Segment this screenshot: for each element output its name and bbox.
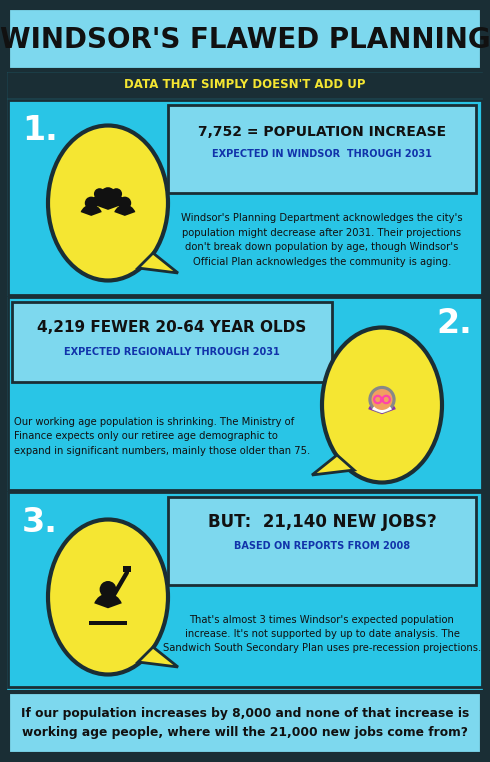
Text: WINDSOR'S FLAWED PLANNING: WINDSOR'S FLAWED PLANNING (0, 26, 490, 54)
FancyBboxPatch shape (3, 3, 487, 759)
Text: Windsor's Planning Department acknowledges the city's
population might decrease : Windsor's Planning Department acknowledg… (181, 213, 463, 267)
FancyBboxPatch shape (8, 492, 482, 687)
FancyBboxPatch shape (168, 497, 476, 585)
FancyBboxPatch shape (8, 8, 482, 70)
FancyBboxPatch shape (8, 297, 482, 490)
Wedge shape (96, 197, 121, 210)
Wedge shape (368, 399, 396, 415)
Text: 3.: 3. (22, 506, 58, 539)
FancyBboxPatch shape (8, 692, 482, 754)
Wedge shape (81, 205, 102, 216)
Wedge shape (90, 195, 109, 205)
Circle shape (85, 197, 98, 210)
Ellipse shape (48, 520, 168, 674)
Circle shape (368, 386, 395, 413)
Text: DATA THAT SIMPLY DOESN'T ADD UP: DATA THAT SIMPLY DOESN'T ADD UP (124, 78, 366, 91)
Polygon shape (138, 647, 178, 667)
Circle shape (100, 187, 116, 203)
FancyBboxPatch shape (8, 73, 482, 97)
Polygon shape (138, 253, 178, 273)
Text: EXPECTED REGIONALLY THROUGH 2031: EXPECTED REGIONALLY THROUGH 2031 (64, 347, 280, 357)
FancyBboxPatch shape (168, 105, 476, 193)
Text: BASED ON REPORTS FROM 2008: BASED ON REPORTS FROM 2008 (234, 541, 410, 551)
Text: 1.: 1. (22, 114, 58, 147)
Text: 4,219 FEWER 20-64 YEAR OLDS: 4,219 FEWER 20-64 YEAR OLDS (37, 319, 307, 335)
Ellipse shape (48, 126, 168, 280)
Wedge shape (107, 195, 126, 205)
Text: 7,752 = POPULATION INCREASE: 7,752 = POPULATION INCREASE (198, 125, 446, 139)
Text: EXPECTED IN WINDSOR  THROUGH 2031: EXPECTED IN WINDSOR THROUGH 2031 (212, 149, 432, 159)
FancyBboxPatch shape (8, 100, 482, 295)
Wedge shape (114, 205, 135, 216)
Text: 2.: 2. (436, 307, 472, 340)
FancyBboxPatch shape (89, 621, 127, 625)
Text: Our working age population is shrinking. The Ministry of
Finance expects only ou: Our working age population is shrinking.… (14, 417, 310, 456)
Circle shape (371, 389, 392, 410)
Text: If our population increases by 8,000 and none of that increase is
working age pe: If our population increases by 8,000 and… (21, 707, 469, 739)
Circle shape (99, 581, 117, 598)
Polygon shape (312, 455, 354, 475)
FancyBboxPatch shape (122, 566, 131, 572)
FancyBboxPatch shape (12, 302, 332, 382)
Wedge shape (372, 402, 392, 413)
Text: That's almost 3 times Windsor's expected population
increase. It's not supported: That's almost 3 times Windsor's expected… (163, 615, 481, 653)
Circle shape (94, 188, 105, 200)
Text: BUT:  21,140 NEW JOBS?: BUT: 21,140 NEW JOBS? (208, 513, 437, 531)
Wedge shape (94, 594, 122, 608)
Ellipse shape (322, 328, 442, 482)
Circle shape (111, 188, 122, 200)
Circle shape (119, 197, 131, 210)
